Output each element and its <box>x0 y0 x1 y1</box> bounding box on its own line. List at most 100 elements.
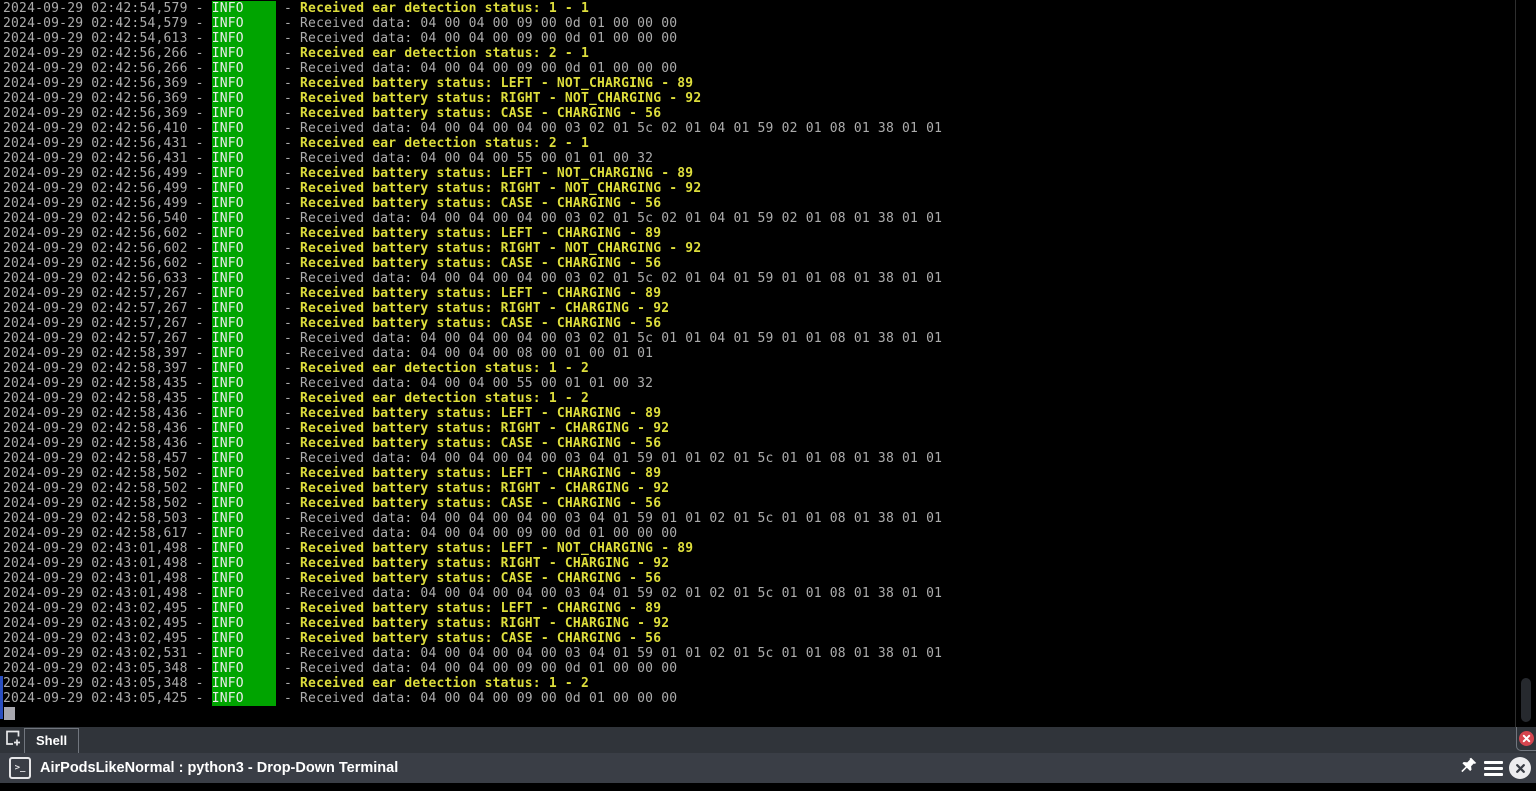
log-timestamp: 2024-09-29 02:42:56,369 - <box>3 106 212 121</box>
log-message: Received battery status: RIGHT - NOT_CHA… <box>300 181 702 196</box>
close-tab-button[interactable] <box>1519 731 1534 746</box>
log-level-badge: INFO <box>211 571 276 586</box>
log-line: 2024-09-29 02:42:56,602 - INFO - Receive… <box>3 256 942 271</box>
log-level-badge: INFO <box>211 241 276 256</box>
log-message: Received battery status: LEFT - NOT_CHAR… <box>300 76 694 91</box>
log-message: Received data: 04 00 04 00 09 00 0d 01 0… <box>300 61 678 76</box>
log-timestamp: 2024-09-29 02:42:57,267 - <box>3 331 212 346</box>
log-separator: - <box>275 226 301 241</box>
log-timestamp: 2024-09-29 02:42:56,540 - <box>3 211 212 226</box>
log-timestamp: 2024-09-29 02:42:57,267 - <box>3 316 212 331</box>
log-message: Received battery status: LEFT - NOT_CHAR… <box>300 541 694 556</box>
log-level-badge: INFO <box>211 331 276 346</box>
close-window-button[interactable] <box>1509 757 1531 779</box>
log-message: Received battery status: CASE - CHARGING… <box>300 316 662 331</box>
log-timestamp: 2024-09-29 02:42:56,633 - <box>3 271 212 286</box>
log-line: 2024-09-29 02:42:57,267 - INFO - Receive… <box>3 331 942 346</box>
scrollbar-thumb[interactable] <box>1521 678 1531 722</box>
activity-indicator-bar <box>0 676 3 719</box>
log-separator: - <box>275 676 301 691</box>
log-separator: - <box>275 511 301 526</box>
log-line: 2024-09-29 02:42:54,579 - INFO - Receive… <box>3 16 942 31</box>
log-level-badge: INFO <box>211 181 276 196</box>
log-level-badge: INFO <box>211 361 276 376</box>
log-timestamp: 2024-09-29 02:43:05,425 - <box>3 691 212 706</box>
log-line: 2024-09-29 02:42:58,502 - INFO - Receive… <box>3 466 942 481</box>
log-line: 2024-09-29 02:42:58,397 - INFO - Receive… <box>3 361 942 376</box>
log-line: 2024-09-29 02:42:56,431 - INFO - Receive… <box>3 151 942 166</box>
log-line: 2024-09-29 02:42:58,397 - INFO - Receive… <box>3 346 942 361</box>
log-level-badge: INFO <box>211 481 276 496</box>
log-line: 2024-09-29 02:43:01,498 - INFO - Receive… <box>3 586 942 601</box>
log-line: 2024-09-29 02:42:56,499 - INFO - Receive… <box>3 196 942 211</box>
log-timestamp: 2024-09-29 02:42:56,410 - <box>3 121 212 136</box>
log-level-badge: INFO <box>211 586 276 601</box>
log-level-badge: INFO <box>211 496 276 511</box>
log-separator: - <box>275 136 301 151</box>
log-separator: - <box>275 451 301 466</box>
log-line: 2024-09-29 02:42:54,579 - INFO - Receive… <box>3 1 942 16</box>
log-line: 2024-09-29 02:42:58,457 - INFO - Receive… <box>3 451 942 466</box>
tab-shell[interactable]: Shell <box>24 727 80 753</box>
log-line: 2024-09-29 02:42:56,369 - INFO - Receive… <box>3 76 942 91</box>
log-line: 2024-09-29 02:42:57,267 - INFO - Receive… <box>3 316 942 331</box>
log-level-badge: INFO <box>211 61 276 76</box>
log-output: 2024-09-29 02:42:54,579 - INFO - Receive… <box>3 1 942 706</box>
log-message: Received ear detection status: 1 - 2 <box>300 391 589 406</box>
log-timestamp: 2024-09-29 02:43:01,498 - <box>3 571 212 586</box>
log-message: Received data: 04 00 04 00 04 00 03 02 0… <box>300 271 943 286</box>
log-separator: - <box>275 121 301 136</box>
log-level-badge: INFO <box>211 151 276 166</box>
log-separator: - <box>275 376 301 391</box>
log-separator: - <box>275 301 301 316</box>
log-separator: - <box>275 46 301 61</box>
log-timestamp: 2024-09-29 02:42:57,267 - <box>3 301 212 316</box>
log-level-badge: INFO <box>211 526 276 541</box>
log-separator: - <box>275 106 301 121</box>
menu-button[interactable] <box>1484 760 1503 776</box>
log-line: 2024-09-29 02:42:58,436 - INFO - Receive… <box>3 436 942 451</box>
tab-bar: Shell <box>0 727 1536 753</box>
log-separator: - <box>275 481 301 496</box>
pin-icon <box>1459 756 1478 780</box>
log-level-badge: INFO <box>211 346 276 361</box>
terminal-screen[interactable]: 2024-09-29 02:42:54,579 - INFO - Receive… <box>0 0 1536 727</box>
log-line: 2024-09-29 02:42:58,617 - INFO - Receive… <box>3 526 942 541</box>
log-message: Received ear detection status: 2 - 1 <box>300 136 589 151</box>
new-tab-button[interactable] <box>3 730 23 750</box>
log-timestamp: 2024-09-29 02:42:58,435 - <box>3 391 212 406</box>
log-separator: - <box>275 526 301 541</box>
log-line: 2024-09-29 02:42:56,266 - INFO - Receive… <box>3 46 942 61</box>
log-timestamp: 2024-09-29 02:42:56,369 - <box>3 91 212 106</box>
window-title: AirPodsLikeNormal : python3 - Drop-Down … <box>40 760 399 776</box>
log-message: Received ear detection status: 2 - 1 <box>300 46 589 61</box>
log-separator: - <box>275 346 301 361</box>
log-separator: - <box>275 496 301 511</box>
log-timestamp: 2024-09-29 02:42:58,397 - <box>3 346 212 361</box>
status-bar: >_ AirPodsLikeNormal : python3 - Drop-Do… <box>0 753 1536 783</box>
log-separator: - <box>275 616 301 631</box>
log-separator: - <box>275 406 301 421</box>
log-separator: - <box>275 286 301 301</box>
log-message: Received battery status: RIGHT - CHARGIN… <box>300 301 670 316</box>
log-separator: - <box>275 76 301 91</box>
log-message: Received battery status: CASE - CHARGING… <box>300 256 662 271</box>
log-line: 2024-09-29 02:43:02,531 - INFO - Receive… <box>3 646 942 661</box>
tab-close-container <box>1516 727 1536 751</box>
keep-open-pin-button[interactable] <box>1459 756 1478 780</box>
log-separator: - <box>275 631 301 646</box>
log-message: Received data: 04 00 04 00 09 00 0d 01 0… <box>300 526 678 541</box>
log-timestamp: 2024-09-29 02:42:56,431 - <box>3 136 212 151</box>
log-timestamp: 2024-09-29 02:42:57,267 - <box>3 286 212 301</box>
log-timestamp: 2024-09-29 02:43:05,348 - <box>3 676 212 691</box>
log-separator: - <box>275 196 301 211</box>
log-message: Received battery status: LEFT - CHARGING… <box>300 286 662 301</box>
log-timestamp: 2024-09-29 02:42:56,602 - <box>3 241 212 256</box>
log-timestamp: 2024-09-29 02:42:58,503 - <box>3 511 212 526</box>
log-message: Received battery status: RIGHT - CHARGIN… <box>300 616 670 631</box>
log-line: 2024-09-29 02:43:05,425 - INFO - Receive… <box>3 691 942 706</box>
log-separator: - <box>275 61 301 76</box>
log-level-badge: INFO <box>211 31 276 46</box>
log-message: Received battery status: CASE - CHARGING… <box>300 196 662 211</box>
log-line: 2024-09-29 02:42:56,431 - INFO - Receive… <box>3 136 942 151</box>
